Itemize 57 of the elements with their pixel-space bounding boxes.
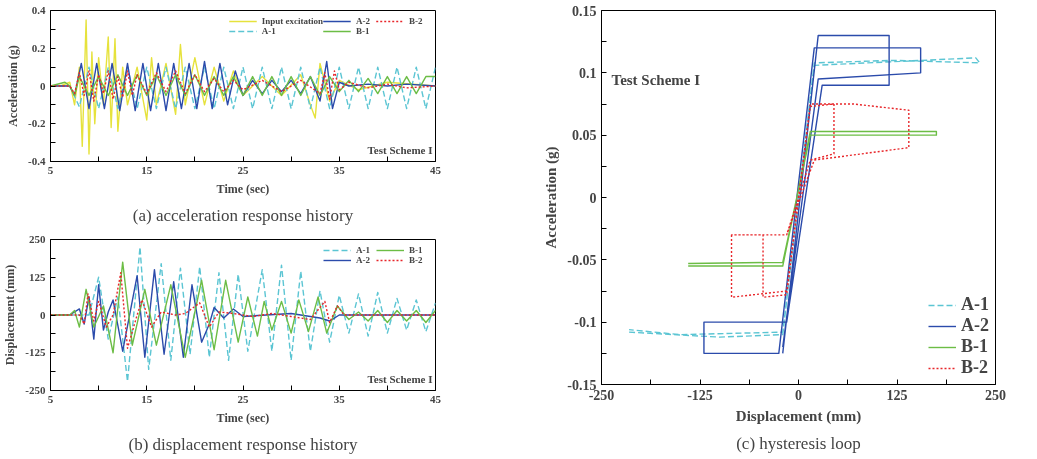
legend-label: Input excitation bbox=[261, 16, 323, 26]
x-tick-label: 0 bbox=[795, 387, 802, 403]
x-tick-label: 25 bbox=[237, 392, 249, 405]
legend-label: B-2 bbox=[961, 357, 988, 378]
x-tick-label: 5 bbox=[47, 392, 54, 405]
legend-label: A-1 bbox=[261, 26, 277, 36]
x-tick-label: 15 bbox=[141, 392, 153, 405]
y-axis-title: Acceleration (g) bbox=[6, 45, 21, 127]
x-tick-label: 250 bbox=[985, 387, 1006, 403]
y-tick-label: -0.2 bbox=[28, 117, 46, 130]
legend-label: B-1 bbox=[356, 26, 371, 36]
y-tick-label: -0.1 bbox=[574, 315, 597, 331]
x-tick-label: 35 bbox=[333, 163, 346, 176]
x-tick-label: 15 bbox=[141, 163, 153, 176]
text: (c) hysteresis loop bbox=[736, 433, 861, 453]
x-tick-label: -125 bbox=[687, 387, 713, 403]
x-tick-label: 45 bbox=[430, 163, 442, 176]
x-tick-label: 125 bbox=[886, 387, 908, 403]
y-tick-label: 0 bbox=[589, 190, 597, 206]
y-tick-label: 0.4 bbox=[31, 4, 46, 16]
y-axis-title: Displacement (mm) bbox=[3, 264, 18, 366]
text: (a) acceleration response history bbox=[132, 205, 354, 225]
y-tick-label: 0.05 bbox=[572, 128, 597, 144]
y-tick-label: 125 bbox=[29, 270, 46, 283]
y-tick-label: -125 bbox=[25, 346, 46, 359]
legend-label: B-2 bbox=[409, 255, 424, 265]
x-tick-label: 35 bbox=[333, 392, 346, 405]
line-series bbox=[703, 34, 922, 355]
x-tick-label: 45 bbox=[430, 392, 442, 405]
line-series bbox=[730, 103, 910, 298]
y-tick-label: 0.1 bbox=[579, 65, 597, 81]
y-tick-label: -0.05 bbox=[567, 252, 597, 268]
legend-label: A-2 bbox=[356, 255, 371, 265]
annotation: Test Scheme I bbox=[611, 71, 701, 88]
line-series bbox=[687, 130, 938, 267]
legend-label: B-1 bbox=[961, 336, 988, 357]
y-tick-label: 0.15 bbox=[572, 3, 597, 19]
legend-label: A-1 bbox=[356, 245, 371, 255]
x-axis-title: Time (sec) bbox=[216, 410, 270, 425]
x-axis-title: Displacement (mm) bbox=[735, 407, 862, 425]
legend-label: A-2 bbox=[356, 16, 371, 26]
y-tick-label: 0.2 bbox=[31, 41, 46, 54]
legend-label: B-1 bbox=[409, 245, 424, 255]
annotation: Test Scheme I bbox=[367, 143, 433, 156]
x-axis-title: Time (sec) bbox=[216, 181, 270, 196]
x-tick-label: 25 bbox=[237, 163, 249, 176]
legend-label: B-2 bbox=[409, 16, 424, 26]
y-tick-label: 0 bbox=[40, 308, 46, 321]
legend-label: A-2 bbox=[961, 315, 989, 336]
y-tick-label: 0 bbox=[40, 79, 46, 92]
text: (b) displacement response history bbox=[128, 434, 358, 454]
y-tick-label: 250 bbox=[29, 233, 46, 245]
x-tick-label: 5 bbox=[47, 163, 54, 176]
legend-label: A-1 bbox=[961, 294, 989, 315]
y-tick-label: -0.4 bbox=[28, 155, 46, 167]
annotation: Test Scheme I bbox=[367, 372, 433, 385]
y-axis-title: Acceleration (g) bbox=[543, 146, 561, 249]
